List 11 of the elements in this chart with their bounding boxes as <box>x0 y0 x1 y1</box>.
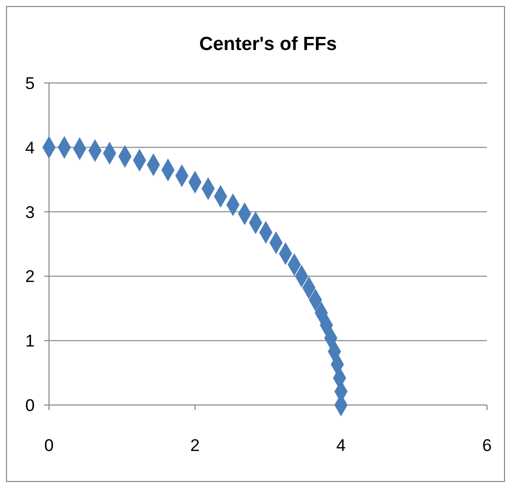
x-tick-label: 4 <box>336 436 346 455</box>
chart-title: Center's of FFs <box>199 34 337 55</box>
y-tick-label: 5 <box>25 74 35 93</box>
x-tick-label: 2 <box>190 436 200 455</box>
y-tick-label: 2 <box>25 267 35 286</box>
y-tick-label: 3 <box>25 202 35 222</box>
x-tick-label: 0 <box>44 436 54 455</box>
y-tick-label: 0 <box>25 396 35 415</box>
x-tick-label: 6 <box>482 436 492 455</box>
y-tick-label: 4 <box>25 138 35 158</box>
y-tick-label: 1 <box>25 332 35 351</box>
